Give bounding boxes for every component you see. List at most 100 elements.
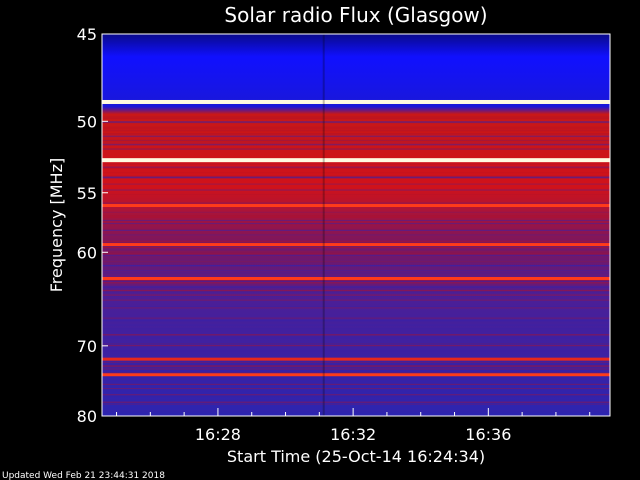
frequency-band (102, 243, 610, 246)
spectrogram-streak (102, 252, 610, 253)
spectrogram-streak (102, 320, 610, 321)
spectrogram-streak (102, 128, 610, 129)
spectrogram-streak (102, 212, 610, 213)
frequency-band (102, 158, 610, 162)
spectrogram-streak (102, 133, 610, 134)
spectrogram-streak (102, 136, 610, 137)
spectrogram-streak (102, 287, 610, 288)
spectrogram-streak (102, 370, 610, 371)
spectrogram-streak (102, 194, 610, 195)
y-axis-label: Frequency [MHz] (47, 158, 66, 292)
spectrogram-streak (102, 404, 610, 405)
spectrogram-streak (102, 144, 610, 145)
spectrogram-streak (102, 184, 610, 185)
frequency-band (102, 373, 610, 376)
spectrogram-streak (102, 255, 610, 256)
updated-footer: Updated Wed Feb 21 23:44:31 2018 (2, 471, 165, 480)
frequency-band (102, 100, 610, 104)
spectrogram-streak (102, 280, 610, 281)
spectrogram-streak (102, 167, 610, 168)
spectrogram-streak (102, 140, 610, 141)
y-tick-label: 60 (77, 243, 97, 262)
spectrogram-streak (102, 172, 610, 173)
spectrogram-streak (102, 234, 610, 235)
x-tick-label: 16:28 (195, 425, 241, 444)
spectrogram-streak (102, 384, 610, 385)
spectrogram-streak (102, 248, 610, 249)
spectrogram-streak (102, 337, 610, 338)
spectrogram-streak (102, 412, 610, 413)
plot-area (102, 34, 610, 416)
spectrogram-streak (102, 283, 610, 284)
spectrogram-streak (102, 217, 610, 218)
y-tick-label: 80 (77, 407, 97, 426)
spectrogram-streak (102, 366, 610, 367)
spectrogram-streak (102, 176, 610, 177)
spectrogram-streak (102, 396, 610, 397)
spectrogram-streak (102, 118, 610, 119)
x-axis-label: Start Time (25-Oct-14 16:24:34) (227, 447, 485, 466)
spectrogram-streak (102, 265, 610, 266)
spectrogram-streak (102, 290, 610, 291)
spectrogram-streak (102, 130, 610, 131)
spectrogram-streak (102, 334, 610, 335)
spectrogram-streak (102, 223, 610, 224)
spectrogram-streak (102, 220, 610, 221)
spectrogram-streak (102, 121, 610, 122)
chart-title: Solar radio Flux (Glasgow) (224, 3, 487, 27)
spectrogram-streak (102, 292, 610, 293)
spectrogram-streak (102, 139, 610, 140)
y-tick-label: 70 (77, 337, 97, 356)
spectrogram-streak (102, 261, 610, 262)
spectrogram-streak (102, 116, 610, 117)
spectrogram-streak (102, 127, 610, 128)
spectrogram-streak (102, 394, 610, 395)
spectrogram-streak (102, 372, 610, 373)
spectrogram-streak (102, 241, 610, 242)
spectrogram-streak (102, 270, 610, 271)
frequency-band (102, 277, 610, 280)
spectrogram-streak (102, 145, 610, 146)
spectrogram-streak (102, 254, 610, 255)
spectrogram-streak (102, 307, 610, 308)
spectrogram-streak (102, 328, 610, 329)
spectrogram-streak (102, 379, 610, 380)
spectrogram-streak (102, 410, 610, 411)
spectrogram-streak (102, 253, 610, 254)
spectrogram-streak (102, 143, 610, 144)
frequency-band (102, 204, 610, 207)
spectrogram-streak (102, 300, 610, 301)
spectrogram-streak (102, 148, 610, 149)
spectrogram-streak (102, 282, 610, 283)
spectrogram-streak (102, 272, 610, 273)
spectrogram-streak (102, 215, 610, 216)
frequency-band (102, 358, 610, 361)
spectrogram-streak (102, 296, 610, 297)
spectrogram-streak (102, 388, 610, 389)
spectrogram-streak (102, 203, 610, 204)
spectrogram-streak (102, 117, 610, 118)
y-tick-label: 50 (77, 112, 97, 131)
spectrogram-streak (102, 399, 610, 400)
spectrogram-streak (102, 345, 610, 346)
spectrogram-streak (102, 325, 610, 326)
spectrogram-streak (102, 343, 610, 344)
spectrogram-streak (102, 216, 610, 217)
y-tick-label: 55 (77, 184, 97, 203)
spectrogram-streak (102, 362, 610, 363)
spectrogram-streak (102, 230, 610, 231)
spectrogram-streak (102, 369, 610, 370)
spectrogram-streak (102, 164, 610, 165)
spectrogram-streak (102, 286, 610, 287)
spectrogram-streak (102, 376, 610, 377)
spectrogram-streak (102, 168, 610, 169)
spectrogram-streak (102, 189, 610, 190)
spectrogram-streak (102, 295, 610, 296)
spectrogram-streak (102, 175, 610, 176)
spectrogram-streak (102, 363, 610, 364)
spectrogram-streak (102, 318, 610, 319)
spectrogram-streak (102, 350, 610, 351)
time-seam (323, 34, 325, 416)
spectrogram-streak (102, 397, 610, 398)
